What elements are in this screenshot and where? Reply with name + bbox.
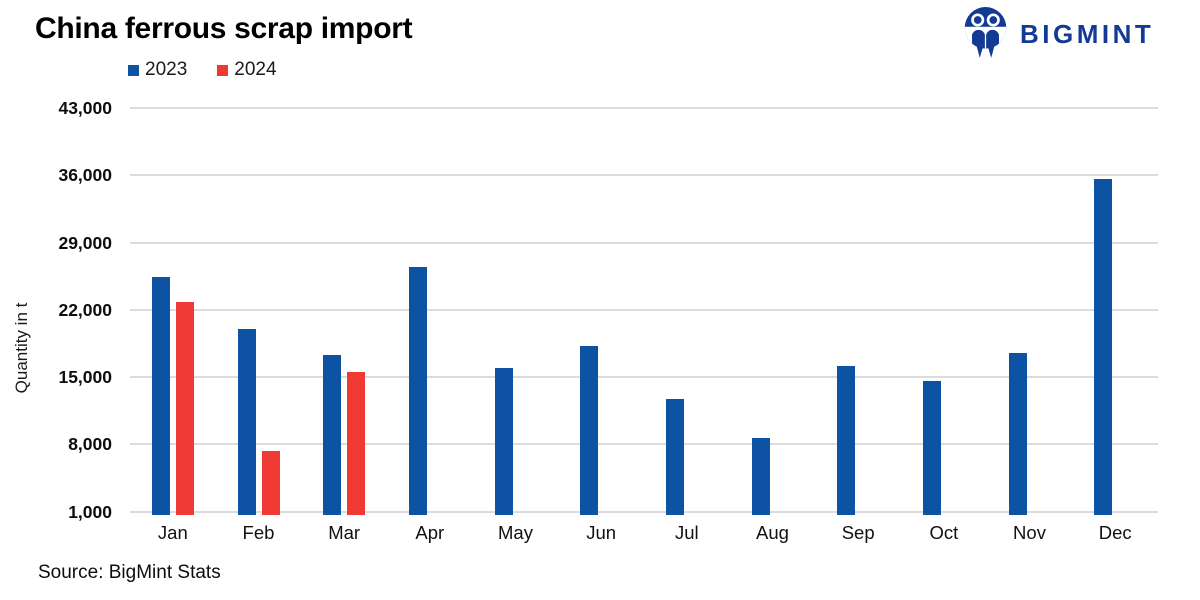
- gridline: [130, 376, 1158, 378]
- source-note: Source: BigMint Stats: [38, 562, 221, 583]
- y-tick-label: 22,000: [58, 299, 112, 320]
- legend-item-2023: 2023: [128, 59, 187, 81]
- legend-swatch-2024: [217, 64, 229, 76]
- x-tick-label: Jul: [675, 522, 699, 543]
- x-tick-label: Aug: [756, 522, 789, 543]
- bar-2023-jul: [665, 399, 684, 516]
- gridline: [130, 443, 1158, 446]
- bar-2023-apr: [408, 266, 427, 516]
- bigmint-logo: BIGMINT: [960, 6, 1154, 60]
- y-tick-label: 43,000: [58, 98, 112, 118]
- y-tick-label: 1,000: [68, 501, 112, 522]
- bar-2023-feb: [237, 328, 256, 516]
- bar-2023-jan: [151, 277, 170, 516]
- bar-2024-jan: [175, 302, 194, 516]
- chart-title: China ferrous scrap import: [35, 12, 413, 45]
- bar-2023-may: [494, 368, 513, 516]
- gridline: [130, 107, 1158, 109]
- bar-2023-oct: [922, 380, 941, 516]
- x-tick-label: Nov: [1013, 522, 1046, 543]
- gridline: [130, 241, 1158, 244]
- bar-2023-jun: [580, 346, 599, 516]
- bar-2023-mar: [323, 354, 342, 516]
- x-tick-label: Oct: [929, 522, 959, 543]
- legend-label: 2023: [145, 59, 188, 80]
- bar-2024-feb: [261, 450, 280, 516]
- gridline: [130, 174, 1158, 177]
- x-tick-label: Jun: [586, 522, 617, 543]
- x-tick-label: Apr: [415, 522, 445, 543]
- chart-legend: 2023 2024: [128, 59, 277, 81]
- x-tick-label: Sep: [841, 522, 875, 543]
- bar-2023-aug: [751, 438, 770, 516]
- bar-2024-mar: [347, 372, 366, 516]
- bar-2023-sep: [837, 366, 856, 516]
- gridline: [130, 510, 1158, 513]
- x-tick-label: Jan: [157, 522, 188, 543]
- legend-item-2024: 2024: [217, 59, 277, 81]
- bigmint-logo-icon: [964, 7, 1007, 58]
- x-tick-label: Mar: [328, 522, 361, 543]
- y-tick-label: 36,000: [58, 165, 112, 186]
- x-tick-label: Dec: [1098, 522, 1132, 543]
- bar-2023-nov: [1008, 352, 1027, 516]
- x-tick-label: May: [498, 522, 533, 543]
- y-tick-label: 8,000: [68, 434, 112, 455]
- legend-swatch-2023: [128, 64, 139, 76]
- bar-2023-dec: [1094, 179, 1113, 516]
- legend-label: 2024: [234, 59, 277, 80]
- bigmint-logo-text: BIGMINT: [1020, 18, 1155, 49]
- gridline: [130, 308, 1158, 311]
- y-tick-label: 15,000: [58, 367, 112, 387]
- y-tick-label: 29,000: [58, 232, 112, 253]
- x-tick-label: Feb: [242, 522, 275, 543]
